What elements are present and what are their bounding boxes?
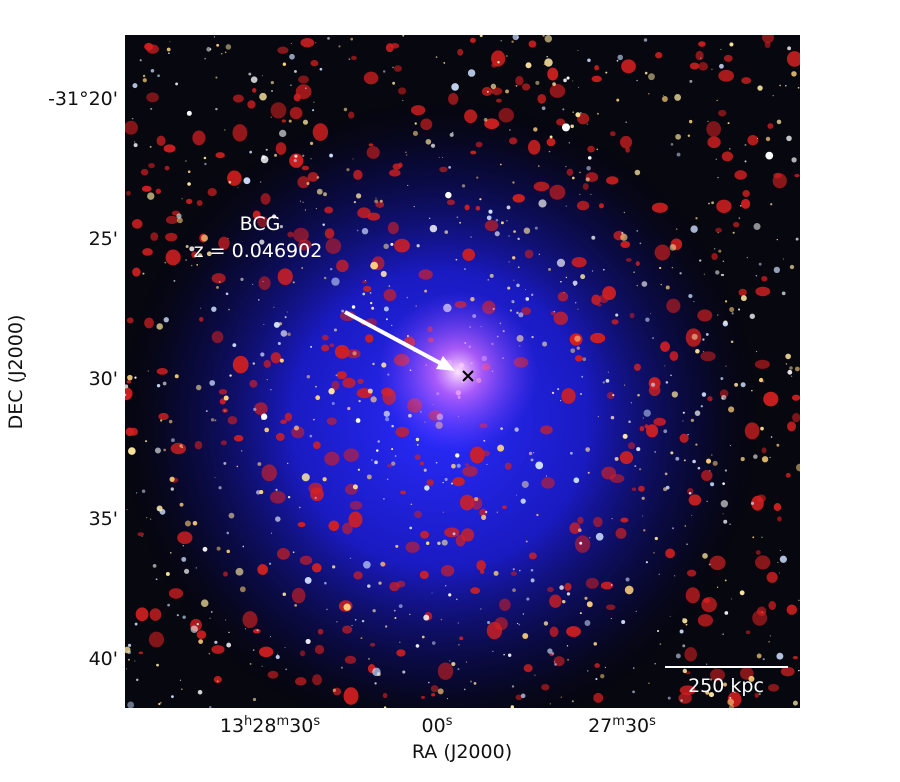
- x-tick-number: 30: [625, 715, 649, 737]
- x-tick-label: 13h28m30s: [220, 714, 320, 738]
- scale-bar-label: 250 kpc: [688, 675, 764, 697]
- x-tick-label: 27m30s: [588, 714, 656, 738]
- annotation-redshift: z = 0.046902: [194, 240, 323, 262]
- y-tick-label: 30': [89, 368, 118, 390]
- x-tick-unit: m: [276, 714, 289, 729]
- x-tick-number: 30: [289, 715, 313, 737]
- y-tick-label: 35': [89, 508, 118, 530]
- x-tick-label: 00s: [422, 714, 453, 738]
- x-tick-number: 28: [252, 715, 276, 737]
- x-tick-number: 13: [220, 715, 244, 737]
- annotation-name: BCG: [240, 213, 281, 235]
- x-tick-unit: s: [313, 714, 320, 729]
- y-tick-label: 25': [89, 228, 118, 250]
- x-axis-label: RA (J2000): [412, 741, 512, 763]
- arrow-head: [436, 356, 455, 371]
- sky-image: [125, 35, 800, 708]
- x-tick-unit: s: [446, 714, 453, 729]
- bcg-marker: [462, 370, 474, 382]
- y-tick-label: 40': [89, 648, 118, 670]
- x-tick-unit: h: [244, 714, 252, 729]
- x-tick-number: 00: [422, 715, 446, 737]
- y-tick-label: -31°20': [48, 88, 118, 110]
- x-tick-unit: s: [649, 714, 656, 729]
- x-tick-unit: m: [612, 714, 625, 729]
- y-axis-label: DEC (J2000): [5, 315, 27, 430]
- x-tick-number: 27: [588, 715, 612, 737]
- arrow: [344, 310, 441, 365]
